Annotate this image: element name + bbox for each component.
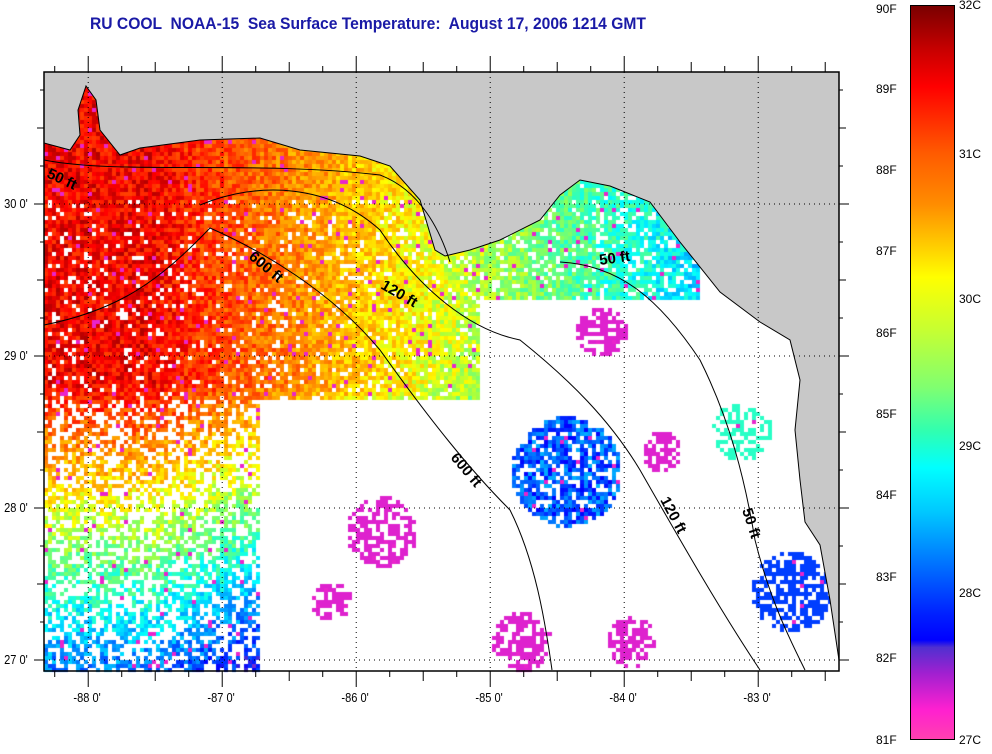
colorbar [910,5,955,740]
celsius-label: 27C [959,733,982,747]
fahrenheit-label: 87F [876,244,897,258]
longitude-label: -85 0' [475,690,503,705]
contour-600ft [43,227,553,671]
fahrenheit-label: 83F [876,570,897,584]
longitude-label: -87 0' [207,690,235,705]
celsius-label: 28C [959,586,982,600]
latitude-label: 28 0' [4,500,28,515]
map-title: RU COOL NOAA-15 Sea Surface Temperature:… [90,14,646,33]
contour-label: 50 ft [598,248,631,269]
contour-label: 50 ft [44,165,79,193]
contour-label: 600 ft [245,248,286,286]
contour-label: 120 ft [378,277,420,311]
contour-120ft [199,189,761,671]
longitude-label: -83 0' [743,690,771,705]
land-mass [43,71,840,661]
fahrenheit-label: 90F [876,2,897,16]
contour-label: 120 ft [656,494,689,537]
fahrenheit-label: 85F [876,407,897,421]
fahrenheit-label: 84F [876,488,897,502]
celsius-label: 31C [959,147,982,161]
latitude-label: 30 0' [4,196,28,211]
fahrenheit-label: 88F [876,163,897,177]
latitude-label: 29 0' [4,348,28,363]
contour-label: 600 ft [447,450,485,491]
celsius-label: 29C [959,439,982,453]
celsius-label: 30C [959,292,982,306]
fahrenheit-label: 81F [876,733,897,747]
longitude-label: -88 0' [73,690,101,705]
contour-label: 50 ft [738,506,764,541]
latitude-label: 27 0' [4,652,28,667]
bathymetry-contours [43,159,806,671]
axis-ticks [34,56,849,687]
fahrenheit-label: 89F [876,82,897,96]
contour-50ft [43,159,451,263]
contour-labels: 50 ft 600 ft 120 ft 50 ft 600 ft 120 ft … [44,165,764,540]
longitude-label: -84 0' [609,690,637,705]
plot-border [43,71,840,672]
fahrenheit-label: 82F [876,651,897,665]
fahrenheit-label: 86F [876,326,897,340]
contour-50ft-east [559,261,806,671]
longitude-label: -86 0' [341,690,369,705]
celsius-label: 32C [959,0,982,12]
